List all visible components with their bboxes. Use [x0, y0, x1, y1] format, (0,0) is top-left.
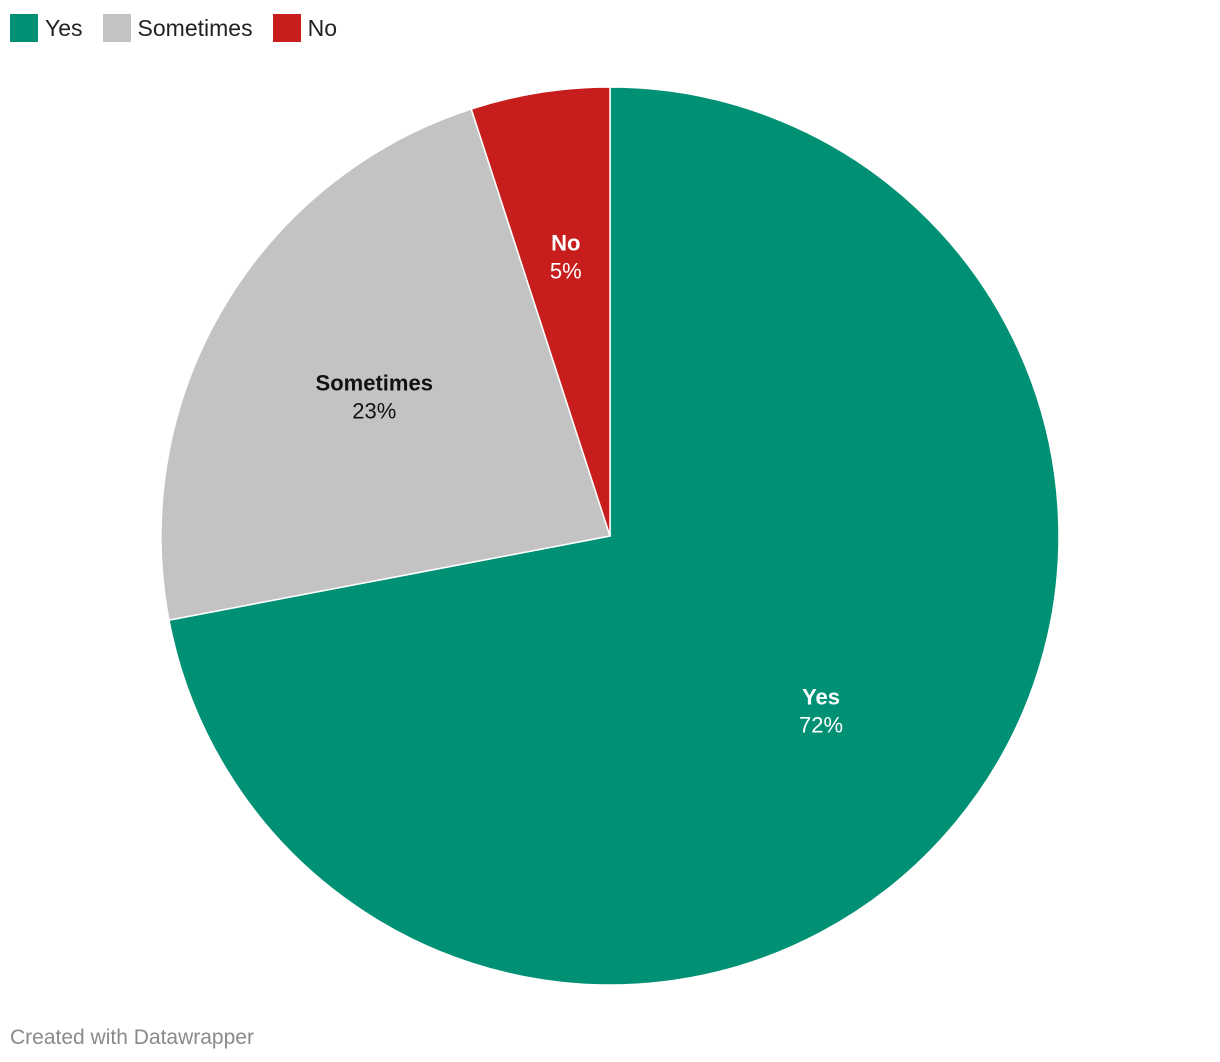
legend-swatch-sometimes: [102, 14, 131, 42]
pie-slice-sometimes: [160, 108, 611, 622]
slice-label-yes: Yes 72%: [799, 685, 843, 738]
slice-name-yes: Yes: [802, 685, 840, 710]
slice-value-no: 5%: [550, 259, 582, 284]
legend-swatch-yes: [10, 14, 38, 42]
pie-slice-no: [470, 86, 611, 537]
slice-name-no: No: [551, 231, 580, 256]
legend-item-yes: Yes: [10, 14, 83, 42]
slice-value-yes: 72%: [799, 713, 843, 738]
legend-swatch-no: [272, 14, 301, 42]
slice-label-no: No 5%: [550, 231, 582, 284]
slice-label-sometimes: Sometimes 23%: [316, 371, 433, 424]
legend-label-yes: Yes: [45, 14, 83, 41]
chart-legend: Yes Sometimes No: [10, 14, 337, 42]
pie-slice-yes: [168, 86, 1060, 986]
slice-name-sometimes: Sometimes: [316, 371, 433, 396]
legend-label-no: No: [307, 14, 337, 41]
slice-value-sometimes: 23%: [352, 399, 396, 424]
footer-credit: Created with Datawrapper: [10, 1026, 254, 1049]
legend-item-sometimes: Sometimes: [102, 14, 253, 42]
legend-item-no: No: [272, 14, 337, 42]
legend-label-sometimes: Sometimes: [137, 14, 253, 41]
